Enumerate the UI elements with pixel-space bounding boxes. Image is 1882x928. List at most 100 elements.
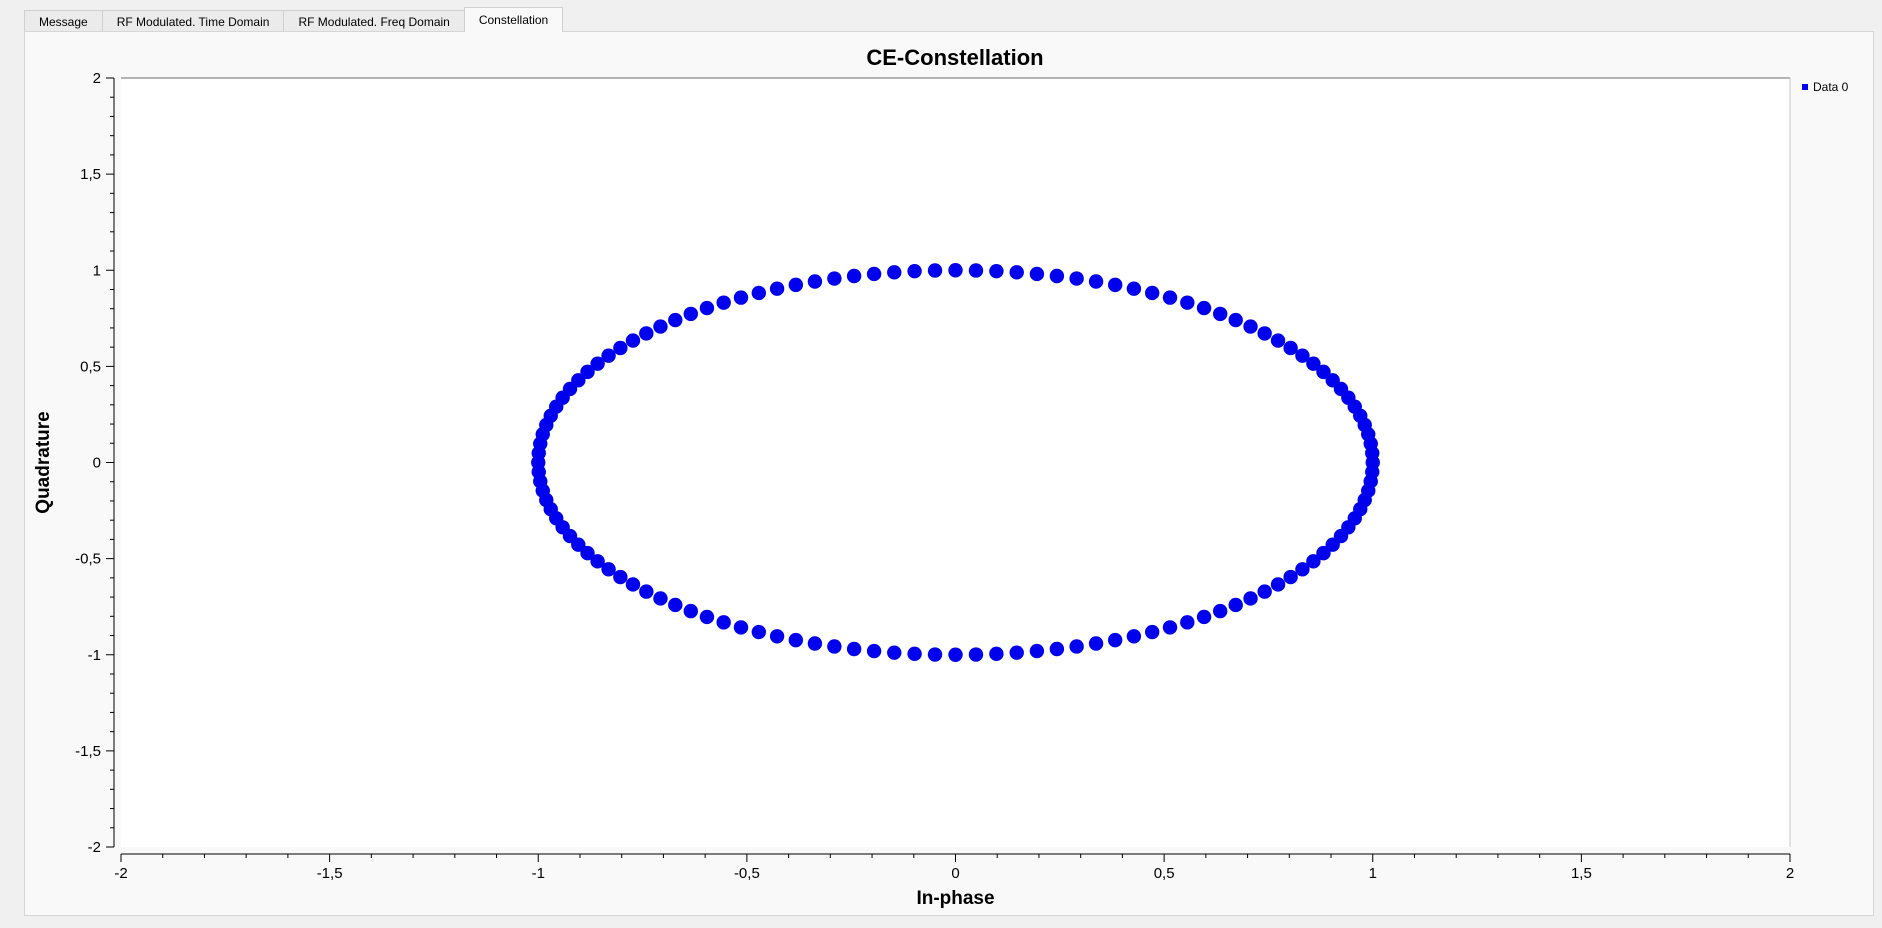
y-tick-label: -1,5: [75, 743, 101, 760]
legend-swatch-data-0: [1802, 84, 1808, 90]
constellation-point: [590, 356, 605, 371]
constellation-point: [1069, 271, 1084, 286]
y-tick-label: 0: [93, 455, 101, 472]
y-tick-label: 0,5: [80, 358, 101, 375]
constellation-point: [751, 624, 767, 640]
constellation-point: [668, 597, 683, 613]
tab-bar: Message RF Modulated. Time Domain RF Mod…: [24, 7, 564, 32]
constellation-point: [1049, 641, 1065, 657]
constellation-point: [1306, 356, 1321, 371]
tab-rf-freq-domain[interactable]: RF Modulated. Freq Domain: [283, 10, 465, 32]
constellation-point: [571, 537, 586, 552]
constellation-point: [1257, 584, 1272, 599]
x-tick-label: -2: [114, 865, 127, 882]
constellation-point: [590, 554, 605, 569]
constellation-point: [601, 562, 616, 577]
tab-constellation[interactable]: Constellation: [463, 7, 564, 32]
y-tick-label: -2: [88, 839, 101, 856]
constellation-point: [683, 306, 698, 322]
constellation-point: [827, 271, 842, 286]
x-tick-label: -0,5: [734, 865, 760, 882]
constellation-point: [887, 645, 902, 660]
constellation-point: [1295, 562, 1310, 577]
constellation-point: [1325, 373, 1340, 388]
constellation-point: [699, 300, 715, 316]
constellation-point: [1295, 348, 1310, 363]
x-tick-label: 1,5: [1571, 865, 1592, 882]
constellation-point: [989, 263, 1004, 279]
constellation-point: [948, 647, 963, 662]
constellation-point: [1228, 312, 1243, 328]
constellation-point: [653, 591, 668, 606]
constellation-point: [1270, 333, 1286, 348]
constellation-point: [907, 263, 922, 279]
constellation-point: [1228, 597, 1243, 613]
x-tick-label: 2: [1786, 865, 1794, 882]
y-tick-label: -0,5: [75, 551, 101, 568]
constellation-point: [1213, 306, 1228, 322]
constellation-point: [716, 615, 731, 630]
constellation-point: [1009, 265, 1024, 280]
constellation-point: [683, 603, 698, 619]
constellation-point: [1257, 326, 1272, 341]
constellation-point: [733, 290, 749, 305]
tab-message[interactable]: Message: [24, 10, 103, 32]
constellation-point: [927, 263, 943, 278]
constellation-point: [1283, 340, 1298, 356]
constellation-point: [1243, 591, 1258, 606]
x-tick-label: -1,5: [317, 865, 343, 882]
constellation-point: [613, 569, 628, 585]
constellation-point: [887, 265, 902, 280]
constellation-point: [788, 632, 804, 648]
y-tick-label: 1,5: [80, 166, 101, 183]
constellation-panel: CE-Constellation -2 -1,5 -1 -0,5 0 0,5 1 1,5 2 2 1…: [24, 31, 1874, 916]
axes: -2 -1,5 -1 -0,5 0 0,5 1 1,5 2 2 1,5 1 0,5 0 -0,5 -1 -1,5…: [75, 70, 1794, 882]
constellation-point: [1162, 620, 1178, 635]
constellation-point: [827, 639, 842, 654]
constellation-point: [733, 620, 749, 635]
legend: Data 0: [1802, 80, 1849, 94]
x-tick-label: -1: [532, 865, 545, 882]
constellation-point: [1144, 285, 1160, 301]
x-tick-label: 1: [1369, 865, 1377, 882]
constellation-plot[interactable]: CE-Constellation -2 -1,5 -1 -0,5 0 0,5 1 1,5 2 2 1…: [25, 32, 1875, 917]
constellation-point: [769, 629, 785, 644]
constellation-point: [1196, 300, 1212, 316]
constellation-point: [989, 646, 1004, 662]
constellation-point: [1180, 295, 1195, 310]
constellation-point: [1126, 629, 1142, 644]
constellation-point: [580, 545, 595, 561]
constellation-point: [927, 647, 943, 662]
x-tick-label: 0,5: [1154, 865, 1175, 882]
x-axis-title: In-phase: [916, 888, 994, 909]
constellation-point: [639, 326, 654, 341]
x-tick-label: 0: [951, 865, 959, 882]
constellation-point: [625, 333, 641, 348]
constellation-point: [807, 274, 823, 289]
constellation-point: [1243, 319, 1258, 334]
constellation-point: [1069, 639, 1084, 654]
legend-label-data-0: Data 0: [1813, 80, 1849, 94]
constellation-point: [1162, 290, 1178, 305]
constellation-point: [625, 577, 641, 592]
constellation-point: [751, 285, 767, 301]
y-tick-label: -1: [88, 647, 101, 664]
constellation-point: [907, 646, 922, 662]
tab-rf-time-domain[interactable]: RF Modulated. Time Domain: [101, 10, 285, 32]
constellation-point: [1316, 364, 1331, 380]
constellation-point: [846, 268, 862, 284]
constellation-point: [1144, 624, 1160, 640]
constellation-point: [968, 647, 984, 662]
constellation-point: [1107, 632, 1123, 648]
constellation-point: [1126, 281, 1142, 296]
chart-title: CE-Constellation: [866, 45, 1043, 70]
constellation-point: [1283, 569, 1298, 585]
constellation-point: [601, 348, 616, 363]
data-points: [531, 263, 1380, 662]
y-axis-title: Quadrature: [33, 411, 54, 513]
constellation-point: [580, 364, 595, 380]
constellation-point: [769, 281, 785, 296]
plot-area[interactable]: [121, 78, 1790, 847]
constellation-point: [1365, 464, 1380, 480]
